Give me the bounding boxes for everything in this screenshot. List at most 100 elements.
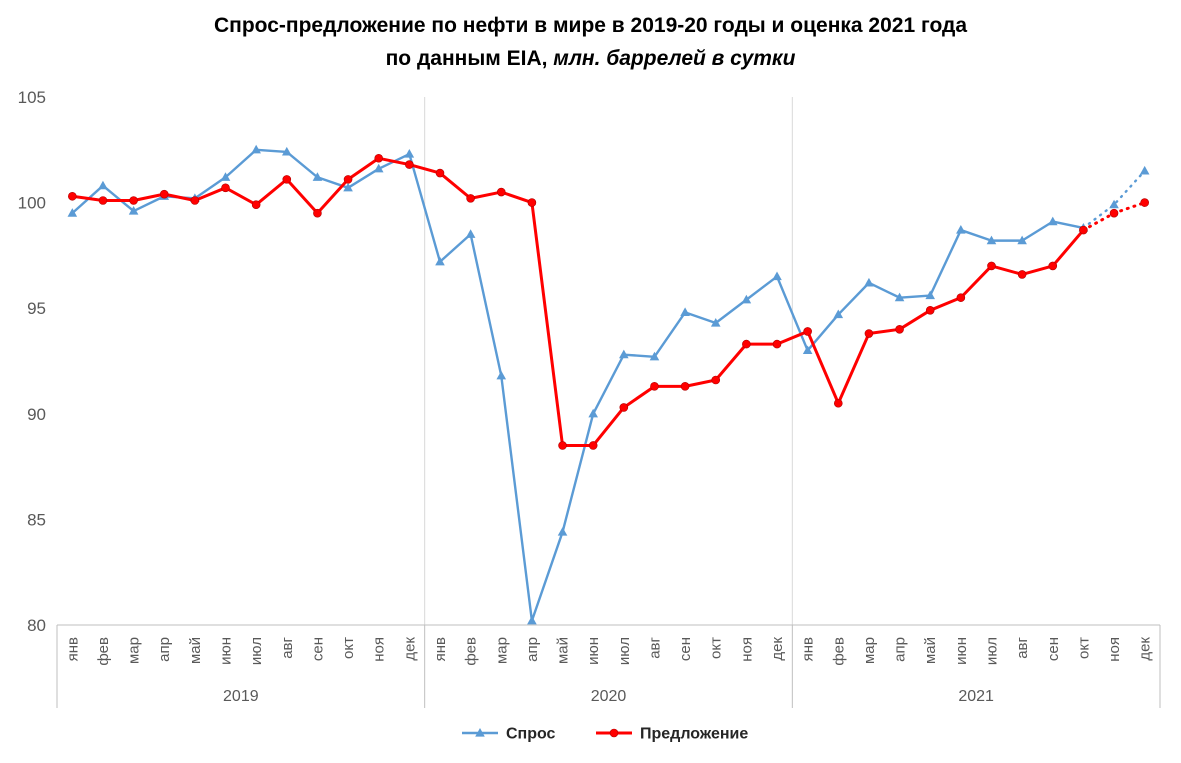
supply-marker <box>803 327 812 336</box>
y-tick-label: 95 <box>27 299 46 318</box>
demand-marker <box>465 229 476 238</box>
supply-marker <box>68 191 77 201</box>
demand-marker <box>435 256 445 266</box>
month-tick-label: янв <box>432 637 449 661</box>
demand-series <box>67 144 1150 625</box>
month-tick-label: фев <box>463 637 480 666</box>
demand-marker <box>894 292 905 302</box>
demand-marker <box>251 144 261 154</box>
supply-marker <box>864 329 874 338</box>
demand-marker <box>802 345 813 355</box>
axes-and-gridlines <box>56 97 1161 708</box>
demand-marker <box>343 182 353 192</box>
demand-marker <box>1017 235 1027 245</box>
month-tick-label: авг <box>279 636 296 658</box>
supply-marker <box>833 398 843 408</box>
month-tick-label: июл <box>983 637 1000 665</box>
year-tick-label: 2021 <box>958 688 994 705</box>
month-tick-label: май <box>187 637 204 664</box>
legend-label: Спрос <box>506 726 556 743</box>
month-tick-labels: янв фев мар апр май июн июл авг сен окт ноя дек янв ф… <box>64 636 1153 665</box>
supply-marker <box>251 200 261 210</box>
supply-marker <box>282 175 292 184</box>
demand-marker <box>128 206 139 215</box>
month-tick-label: авг <box>1014 636 1031 658</box>
legend: Спрос Предложение <box>462 726 748 743</box>
supply-marker <box>98 196 108 205</box>
month-tick-label: сен <box>309 637 326 661</box>
supply-marker <box>711 375 721 385</box>
demand-marker <box>557 527 568 536</box>
supply-marker <box>619 403 629 412</box>
supply-marker <box>374 153 384 163</box>
month-tick-label: май <box>555 637 572 664</box>
demand-marker <box>680 307 690 317</box>
demand-line-forecast <box>1082 169 1146 230</box>
supply-marker <box>496 187 506 197</box>
month-tick-label: дек <box>401 637 418 661</box>
month-tick-label: дек <box>1137 637 1154 661</box>
supply-marker <box>772 339 782 349</box>
year-tick-label: 2019 <box>223 688 259 705</box>
supply-marker <box>221 183 230 193</box>
supply-marker <box>527 198 537 207</box>
demand-marker <box>475 728 485 737</box>
demand-marker <box>956 225 966 234</box>
month-tick-label: апр <box>156 637 173 662</box>
supply-marker <box>1109 208 1119 218</box>
month-tick-label: ноя <box>371 637 388 662</box>
supply-marker <box>129 196 138 205</box>
month-tick-label: июн <box>585 637 602 665</box>
supply-marker <box>1017 270 1027 279</box>
month-tick-label: мар <box>861 637 878 664</box>
demand-marker <box>649 351 660 361</box>
month-tick-label: апр <box>892 637 909 662</box>
month-tick-label: апр <box>524 637 541 662</box>
demand-marker <box>281 146 292 156</box>
supply-marker <box>313 208 322 218</box>
demand-marker <box>986 235 997 245</box>
supply-marker <box>466 194 475 203</box>
y-tick-label: 85 <box>27 510 46 529</box>
y-tick-label: 90 <box>27 405 46 424</box>
supply-marker <box>159 189 169 199</box>
legend-label: Предложение <box>640 726 748 743</box>
supply-marker <box>987 261 996 271</box>
y-axis-tick-labels: 80 85 90 95 100 105 <box>18 88 46 635</box>
demand-marker <box>619 349 629 359</box>
month-tick-label: ноя <box>738 637 755 662</box>
y-tick-label: 100 <box>18 194 46 213</box>
demand-marker <box>710 317 721 327</box>
legend-item-demand[interactable]: Спрос <box>462 726 556 743</box>
month-tick-label: май <box>922 637 939 664</box>
month-tick-label: фев <box>830 637 847 666</box>
demand-marker <box>1047 216 1058 226</box>
supply-marker <box>742 339 751 349</box>
supply-marker <box>588 441 598 450</box>
demand-marker <box>864 277 874 287</box>
month-tick-label: янв <box>64 637 81 661</box>
month-tick-label: окт <box>340 637 357 659</box>
month-tick-label: сен <box>677 637 694 661</box>
supply-marker <box>650 382 659 391</box>
supply-marker <box>925 306 935 315</box>
demand-marker <box>833 309 844 319</box>
supply-series <box>68 153 1149 450</box>
demand-marker <box>1139 165 1150 175</box>
month-tick-label: дек <box>769 637 786 661</box>
legend-item-supply[interactable]: Предложение <box>596 726 748 743</box>
supply-marker <box>1140 198 1149 207</box>
supply-marker <box>1079 225 1088 235</box>
month-tick-label: янв <box>800 637 817 661</box>
supply-marker <box>1048 261 1058 271</box>
supply-marker <box>435 168 445 178</box>
supply-line-solid <box>70 156 1085 447</box>
demand-marker <box>588 408 598 418</box>
month-tick-label: окт <box>708 637 725 659</box>
demand-marker <box>527 615 537 625</box>
supply-marker <box>680 382 690 391</box>
month-tick-label: сен <box>1045 637 1062 661</box>
month-tick-label: авг <box>646 636 663 658</box>
